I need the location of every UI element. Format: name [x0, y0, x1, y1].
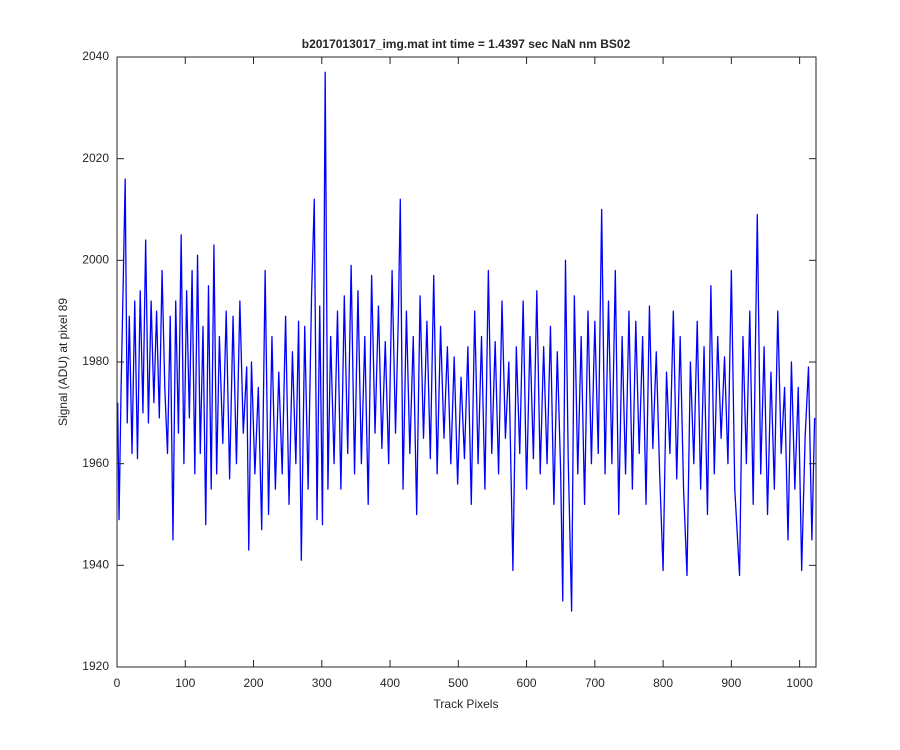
y-tick-label: 2020 [82, 151, 109, 165]
x-axis-label: Track Pixels [434, 697, 499, 711]
y-tick-label: 1980 [82, 354, 109, 368]
y-tick-label: 2040 [82, 49, 109, 63]
y-tick-label: 1920 [82, 659, 109, 673]
x-tick-label: 300 [312, 676, 332, 690]
y-tick-label: 1960 [82, 456, 109, 470]
x-tick-label: 900 [721, 676, 741, 690]
y-tick-label: 1940 [82, 558, 109, 572]
x-tick-label: 0 [114, 676, 121, 690]
chart-title: b2017013017_img.mat int time = 1.4397 se… [302, 37, 631, 51]
x-tick-label: 700 [585, 676, 605, 690]
x-tick-label: 600 [517, 676, 537, 690]
y-tick-label: 2000 [82, 253, 109, 267]
data-line [117, 71, 816, 612]
x-tick-label: 800 [653, 676, 673, 690]
y-axis-label: Signal (ADU) at pixel 89 [56, 298, 70, 426]
x-tick-label: 500 [448, 676, 468, 690]
x-tick-label: 1000 [786, 676, 813, 690]
x-tick-label: 100 [175, 676, 195, 690]
x-tick-label: 200 [244, 676, 264, 690]
x-tick-label: 400 [380, 676, 400, 690]
